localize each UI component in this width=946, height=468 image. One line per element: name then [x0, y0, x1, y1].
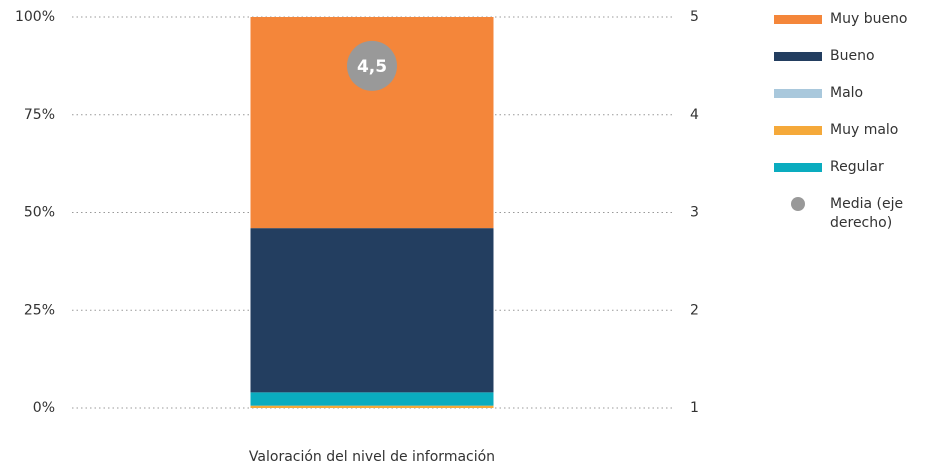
x-tick-label: Valoración del nivel de información [249, 449, 495, 465]
legend: Muy bueno Bueno Malo Muy malo Regular Media (… [774, 10, 944, 232]
mean-marker [347, 40, 397, 91]
y2-tick-label: 5 [690, 9, 699, 25]
legend-label: Malo [830, 85, 864, 101]
legend-swatch [774, 52, 822, 61]
y2-tick-label: 4 [690, 107, 699, 123]
legend-item: Malo [774, 84, 944, 121]
legend-item: Muy bueno [774, 10, 944, 47]
legend-label: Regular [830, 159, 884, 175]
legend-swatch [791, 197, 805, 211]
y-tick-label: 25% [24, 302, 55, 318]
legend-item: Bueno [774, 47, 944, 84]
legend-item: Muy malo [774, 121, 944, 158]
y-tick-label: 0% [33, 400, 55, 416]
legend-swatch [774, 15, 822, 24]
legend-item: Media (eje derecho) [774, 195, 944, 232]
y-tick-label: 100% [15, 9, 55, 25]
legend-item: Regular [774, 158, 944, 195]
y2-tick-label: 1 [690, 400, 699, 416]
y-tick-label: 75% [24, 107, 55, 123]
bar-segment [250, 392, 494, 406]
y-tick-label: 50% [24, 205, 55, 221]
y2-tick-label: 3 [690, 205, 699, 221]
legend-label: Muy bueno [830, 11, 908, 27]
bar-segment [250, 405, 494, 408]
legend-label: Muy malo [830, 122, 899, 138]
y2-tick-label: 2 [690, 302, 699, 318]
legend-label: Media (eje derecho) [830, 196, 904, 231]
data-label: 4,5 [357, 57, 387, 77]
bar-segment [250, 228, 494, 393]
legend-label: Bueno [830, 48, 875, 64]
legend-swatch [774, 126, 822, 135]
legend-swatch [774, 89, 822, 98]
legend-swatch [774, 163, 822, 172]
